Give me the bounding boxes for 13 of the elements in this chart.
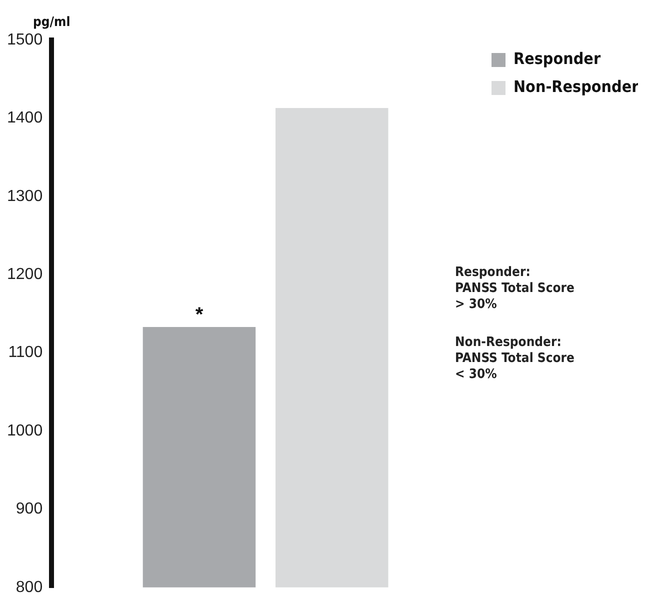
y-tick-label: 1400 [7,110,43,127]
y-tick-label: 900 [16,500,43,518]
y-tick-label: 1100 [8,344,43,362]
legend-label: Responder [514,49,602,68]
annotation: * [195,304,204,326]
y-tick-label: 1500 [7,31,43,48]
y-tick-label: 1000 [7,422,43,440]
y-axis-title: pg/ml [32,15,70,30]
text: Responder: PANSS Total Score > 30% [455,265,574,313]
y-tick-label: 1200 [7,266,43,284]
y-tick-label: 1300 [7,188,43,205]
y-tick-label: 800 [16,578,43,596]
text: Non-Responder: PANSS Total Score < 30% [455,335,574,383]
